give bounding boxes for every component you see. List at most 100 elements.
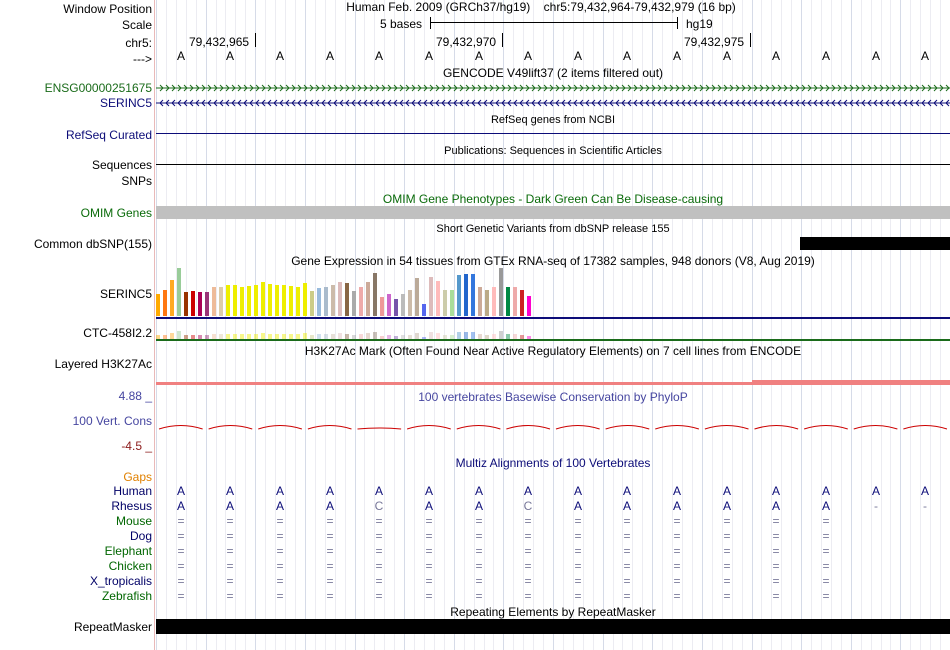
gtex-tissue-bar[interactable] <box>156 294 160 316</box>
gtex-tissue-bar[interactable] <box>415 278 419 316</box>
gtex-tissue-bar[interactable] <box>422 337 426 339</box>
gtex-tissue-bar[interactable] <box>464 274 468 316</box>
gtex-tissue-bar[interactable] <box>352 291 356 316</box>
gtex-tissue-bar[interactable] <box>324 334 328 339</box>
species-label[interactable]: Chicken <box>108 559 152 573</box>
gtex-tissue-bar[interactable] <box>457 275 461 316</box>
gtex-tissue-bar[interactable] <box>219 287 223 316</box>
h3k27ac-signal-low[interactable] <box>156 382 752 385</box>
gtex-tissue-bar[interactable] <box>289 286 293 316</box>
gtex-tissue-bar[interactable] <box>191 335 195 339</box>
track-label-dbsnp[interactable]: Common dbSNP(155) <box>33 237 152 251</box>
gtex-tissue-bar[interactable] <box>387 294 391 316</box>
gtex-tissue-bar[interactable] <box>254 285 258 316</box>
track-label-ensg[interactable]: ENSG00000251675 <box>44 81 152 95</box>
track-label-gaps[interactable]: Gaps <box>123 470 152 484</box>
gtex-tissue-bar[interactable] <box>212 334 216 339</box>
gtex-tissue-bar[interactable] <box>198 292 202 316</box>
gtex-tissue-bar[interactable] <box>464 332 468 339</box>
gtex-tissue-bar[interactable] <box>471 332 475 339</box>
species-label[interactable]: Zebrafish <box>101 589 152 603</box>
gencode-genes[interactable] <box>156 82 950 108</box>
gtex-tissue-bar[interactable] <box>233 285 237 316</box>
gtex-tissue-bar[interactable] <box>527 336 531 339</box>
repeatmasker-element-bar[interactable] <box>156 619 950 634</box>
gtex-tissue-bar[interactable] <box>205 292 209 316</box>
gtex-ctc-gene-line[interactable] <box>156 339 950 341</box>
gtex-tissue-bar[interactable] <box>198 335 202 339</box>
gtex-tissue-bar[interactable] <box>338 333 342 339</box>
gtex-tissue-bar[interactable] <box>499 331 503 339</box>
gtex-tissue-bar[interactable] <box>317 288 321 316</box>
track-label-serinc5[interactable]: SERINC5 <box>99 96 152 110</box>
track-label-h3k27ac[interactable]: Layered H3K27Ac <box>54 357 152 371</box>
gtex-tissue-bar[interactable] <box>394 336 398 339</box>
gtex-tissue-bar[interactable] <box>324 287 328 316</box>
gtex-tissue-bar[interactable] <box>373 273 377 316</box>
gtex-tissue-bar[interactable] <box>408 290 412 316</box>
species-label[interactable]: Mouse <box>115 514 152 528</box>
gtex-tissue-bar[interactable] <box>282 334 286 339</box>
gtex-tissue-bar[interactable] <box>170 333 174 339</box>
dbsnp-variant-bar[interactable] <box>800 237 950 250</box>
browser-image[interactable]: Human Feb. 2009 (GRCh37/hg19) chr5:79,43… <box>156 0 950 650</box>
gtex-tissue-bar[interactable] <box>268 334 272 339</box>
gtex-tissue-bar[interactable] <box>310 335 314 339</box>
gtex-tissue-bar[interactable] <box>520 290 524 316</box>
gtex-serinc5-gene-line[interactable] <box>156 317 950 319</box>
gtex-tissue-bar[interactable] <box>429 277 433 316</box>
gtex-tissue-bar[interactable] <box>275 285 279 316</box>
gtex-tissue-bar[interactable] <box>373 332 377 339</box>
gtex-tissue-bar[interactable] <box>296 287 300 316</box>
gtex-tissue-bar[interactable] <box>499 268 503 316</box>
refseq-gene-line[interactable] <box>156 133 950 134</box>
gtex-tissue-bar[interactable] <box>345 283 349 316</box>
gtex-tissue-bar[interactable] <box>296 334 300 339</box>
gtex-tissue-bar[interactable] <box>282 285 286 316</box>
track-label-sequences[interactable]: Sequences <box>91 158 152 172</box>
gtex-tissue-bar[interactable] <box>527 296 531 316</box>
gtex-tissue-bar[interactable] <box>226 334 230 339</box>
gtex-tissue-bar[interactable] <box>163 290 167 316</box>
species-label[interactable]: X_tropicalis <box>89 574 152 588</box>
gtex-tissue-bar[interactable] <box>254 334 258 339</box>
gtex-tissue-bar[interactable] <box>170 280 174 316</box>
gtex-tissue-bar[interactable] <box>366 282 370 316</box>
h3k27ac-signal-high[interactable] <box>752 380 950 385</box>
gtex-tissue-bar[interactable] <box>268 284 272 316</box>
track-label-omim[interactable]: OMIM Genes <box>80 206 152 220</box>
track-label-snps[interactable]: SNPs <box>121 174 152 188</box>
gtex-tissue-bar[interactable] <box>506 287 510 316</box>
gtex-tissue-bar[interactable] <box>436 333 440 339</box>
gtex-tissue-bar[interactable] <box>289 334 293 339</box>
gtex-tissue-bar[interactable] <box>352 335 356 339</box>
gtex-tissue-bar[interactable] <box>492 287 496 316</box>
gtex-tissue-bar[interactable] <box>163 335 167 339</box>
gtex-tissue-bar[interactable] <box>240 287 244 316</box>
gtex-tissue-bar[interactable] <box>380 336 384 339</box>
gtex-tissue-bar[interactable] <box>240 334 244 339</box>
gtex-tissue-bar[interactable] <box>219 334 223 339</box>
gtex-tissue-bar[interactable] <box>310 291 314 316</box>
gtex-tissue-bar[interactable] <box>513 287 517 316</box>
gtex-tissue-bar[interactable] <box>359 334 363 339</box>
gtex-tissue-bar[interactable] <box>401 294 405 316</box>
gtex-tissue-bar[interactable] <box>177 331 181 339</box>
gtex-ctc-barchart[interactable] <box>156 327 556 339</box>
gtex-tissue-bar[interactable] <box>513 334 517 339</box>
gtex-tissue-bar[interactable] <box>233 334 237 339</box>
gtex-tissue-bar[interactable] <box>408 335 412 339</box>
gtex-tissue-bar[interactable] <box>303 333 307 339</box>
track-label-refseq[interactable]: RefSeq Curated <box>65 128 152 142</box>
gtex-tissue-bar[interactable] <box>471 274 475 316</box>
gtex-tissue-bar[interactable] <box>436 281 440 316</box>
species-label[interactable]: Elephant <box>104 544 152 558</box>
gtex-tissue-bar[interactable] <box>450 290 454 316</box>
species-label[interactable]: Human <box>113 484 152 498</box>
gtex-tissue-bar[interactable] <box>485 335 489 339</box>
gtex-tissue-bar[interactable] <box>422 304 426 316</box>
gtex-tissue-bar[interactable] <box>191 291 195 316</box>
gtex-tissue-bar[interactable] <box>331 334 335 339</box>
gtex-tissue-bar[interactable] <box>247 334 251 339</box>
gtex-tissue-bar[interactable] <box>156 335 160 339</box>
